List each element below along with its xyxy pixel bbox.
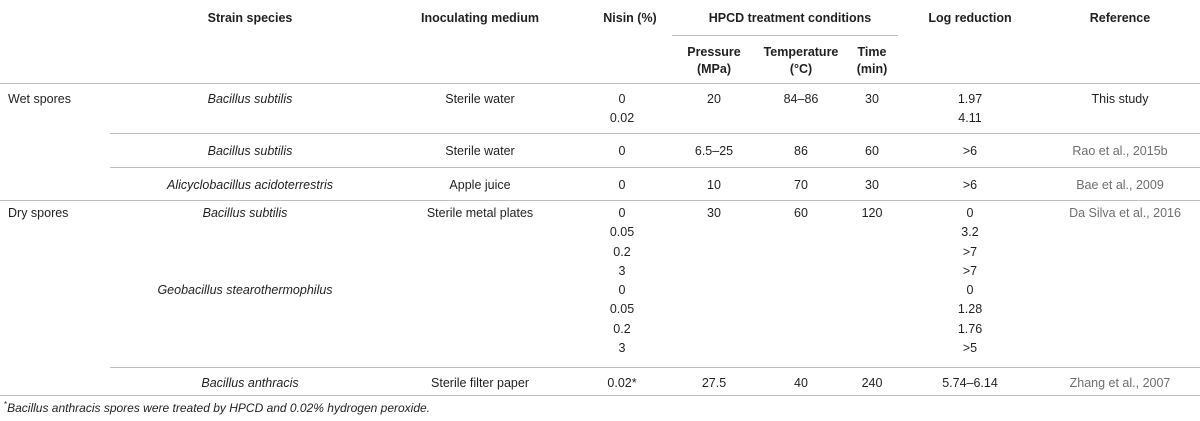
log-value: 1.97 (957, 92, 983, 106)
reference-cell: Rao et al., 2015b (1072, 144, 1168, 158)
log-value: 0 (966, 206, 974, 220)
nisin-value: 0.05 (609, 225, 635, 240)
log-cell: 1.97 4.11 (920, 90, 1020, 129)
strain-cell: Bacillus subtilis (207, 92, 293, 106)
log-cell: 5.74–6.14 (942, 376, 998, 390)
row-separator (110, 367, 1200, 368)
nisin-cell: 0 (618, 144, 626, 158)
reference-cell: Bae et al., 2009 (1076, 178, 1164, 192)
log-cell: >6 (962, 144, 978, 158)
pressure-cell: 6.5–25 (694, 144, 734, 158)
group-label-wet: Wet spores (8, 92, 71, 106)
medium-cell: Sterile water (445, 144, 515, 158)
time-cell: 120 (861, 206, 883, 220)
temperature-cell: 86 (794, 144, 808, 158)
log-value: >5 (962, 341, 978, 356)
header-hpcd: HPCD treatment conditions (708, 11, 872, 25)
table-bottom-rule (0, 395, 1200, 396)
reference-cell: Zhang et al., 2007 (1069, 376, 1171, 390)
group-separator (0, 200, 1200, 201)
pressure-cell: 20 (707, 92, 721, 106)
nisin-cell: 0 0.02 (592, 90, 652, 129)
nisin-value: 0 (618, 92, 626, 106)
medium-cell: Sterile water (445, 92, 515, 106)
strain-name: Bacillus subtilis (202, 206, 288, 220)
header-time: Time (min) (846, 44, 898, 78)
pressure-cell: 27.5 (701, 376, 727, 390)
medium-cell: Sterile filter paper (431, 376, 529, 390)
header-pressure-line1: Pressure (687, 45, 741, 59)
temperature-cell: 84–86 (783, 92, 819, 106)
header-pressure-line2: (MPa) (696, 62, 732, 76)
log-value: 4.11 (958, 111, 982, 126)
header-time-line2: (min) (856, 62, 888, 76)
medium-cell: Sterile metal plates (426, 206, 534, 220)
group-label-dry: Dry spores (8, 206, 69, 220)
log-value: 1.76 (957, 321, 983, 336)
nisin-value: 0.02 (609, 111, 635, 126)
header-log-reduction: Log reduction (928, 11, 1012, 25)
log-value: >7 (962, 244, 978, 259)
log-value: 3.2 (961, 225, 979, 240)
header-time-line1: Time (857, 45, 887, 59)
time-cell: 30 (865, 178, 879, 192)
row-separator (110, 167, 1200, 168)
nisin-value: 3 (618, 263, 626, 278)
strain-cell: Alicyclobacillus acidoterrestris (166, 178, 334, 192)
nisin-value: 0 (618, 283, 626, 298)
log-value: >7 (962, 263, 978, 278)
strain-cell: Bacillus subtilis Geobacillus stearother… (90, 204, 400, 300)
header-temperature: Temperature (°C) (758, 44, 844, 78)
pressure-cell: 30 (707, 206, 721, 220)
strain-name (90, 262, 400, 281)
medium-cell: Apple juice (449, 178, 511, 192)
temperature-cell: 60 (794, 206, 808, 220)
reference-cell: This study (1091, 92, 1149, 106)
header-medium: Inoculating medium (420, 11, 540, 25)
header-bottom-rule (0, 83, 1200, 84)
footnote-mark: * (4, 400, 8, 409)
log-cell: 0 3.2 >7 >7 0 1.28 1.76 >5 (920, 204, 1020, 358)
pressure-cell: 10 (707, 178, 721, 192)
nisin-value: 0 (618, 206, 626, 220)
row-separator (110, 133, 1200, 134)
strain-name (90, 243, 400, 262)
nisin-cell: 0.02* (607, 376, 637, 390)
nisin-value: 3 (618, 341, 626, 356)
header-reference: Reference (1089, 11, 1151, 25)
header-temperature-line1: Temperature (763, 45, 839, 59)
time-cell: 240 (861, 376, 883, 390)
time-cell: 60 (865, 144, 879, 158)
table-footnote: *Bacillus anthracis spores were treated … (4, 400, 430, 415)
strain-cell: Bacillus subtilis (207, 144, 293, 158)
header-pressure: Pressure (MPa) (672, 44, 756, 78)
nisin-value: 0.05 (609, 302, 635, 317)
strain-name: Geobacillus stearothermophilus (157, 283, 333, 298)
log-value: 1.28 (957, 302, 983, 317)
hpcd-underline (672, 35, 898, 36)
strain-name (90, 223, 400, 242)
reference-cell: Da Silva et al., 2016 (1069, 206, 1181, 220)
nisin-value: 0.2 (613, 244, 631, 259)
log-cell: >6 (962, 178, 978, 192)
header-temperature-line2: (°C) (789, 62, 813, 76)
nisin-cell: 0 (618, 178, 626, 192)
header-nisin: Nisin (%) (603, 11, 657, 25)
time-cell: 30 (865, 92, 879, 106)
header-strain: Strain species (207, 11, 293, 25)
temperature-cell: 40 (794, 376, 808, 390)
nisin-cell: 0 0.05 0.2 3 0 0.05 0.2 3 (592, 204, 652, 358)
footnote-text: Bacillus anthracis spores were treated b… (7, 401, 431, 415)
nisin-value: 0.2 (613, 321, 631, 336)
log-value: 0 (966, 283, 974, 298)
temperature-cell: 70 (794, 178, 808, 192)
strain-cell: Bacillus anthracis (201, 376, 299, 390)
